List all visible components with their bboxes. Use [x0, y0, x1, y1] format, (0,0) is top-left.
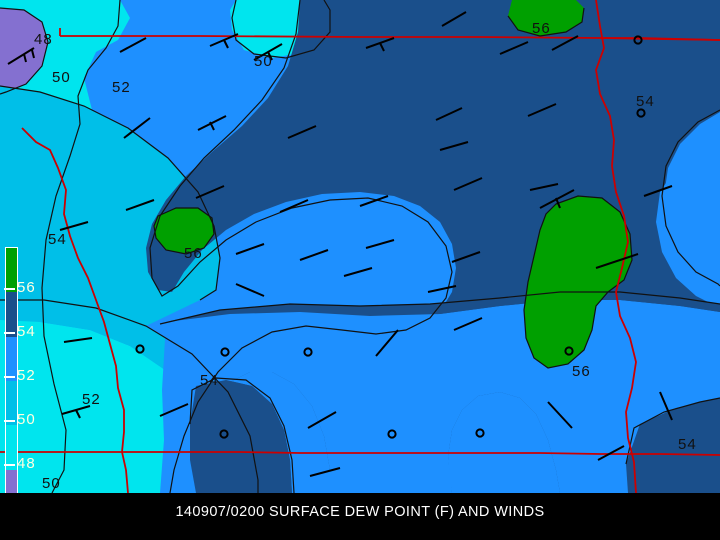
colorbar-band-52-54 — [6, 336, 17, 381]
contour-label: 48 — [34, 31, 53, 48]
wind-barb — [125, 199, 155, 211]
colorbar-label-56: 56 — [17, 279, 36, 296]
contour-label: 50 — [52, 69, 71, 86]
wind-barb — [441, 11, 467, 27]
wind-barb — [659, 391, 673, 421]
map-canvas[interactable]: 48 50 50 52 54 54 54 54 56 56 56 52 50 — [0, 0, 720, 493]
wind-barbs — [7, 11, 673, 477]
political-borders — [0, 0, 720, 493]
wind-barb — [235, 283, 265, 297]
station-markers — [135, 35, 646, 439]
wind-barb — [453, 317, 483, 331]
wind-barb — [197, 115, 227, 131]
contour-label: 52 — [82, 391, 101, 408]
wind-barb — [123, 117, 151, 139]
colorbar-tick-48 — [4, 464, 15, 466]
wind-barb — [343, 267, 373, 277]
wind-barb — [375, 329, 399, 357]
colorbar-band-54-56 — [6, 292, 17, 337]
wind-barb — [287, 125, 317, 139]
figure-caption: 140907/0200 SURFACE DEW POINT (F) AND WI… — [0, 493, 720, 540]
wind-barb — [209, 33, 239, 49]
station-marker — [387, 429, 397, 439]
contour-label: 54 — [678, 436, 697, 453]
colorbar-band-below-48 — [6, 469, 17, 495]
station-marker — [633, 35, 643, 45]
wind-barb — [451, 251, 481, 263]
contour-label: 52 — [112, 79, 131, 96]
colorbar-label-54: 54 — [17, 323, 36, 340]
contour-label: 56 — [532, 20, 551, 37]
wind-barb — [235, 243, 265, 255]
station-marker — [219, 429, 229, 439]
map-svg: 48 50 50 52 54 54 54 54 56 56 56 52 50 — [0, 0, 720, 493]
wind-barb — [359, 195, 389, 207]
wind-barb — [253, 43, 283, 61]
contour-label-group: 48 50 50 52 54 54 54 54 56 56 56 52 50 — [34, 20, 697, 492]
wind-barb — [529, 183, 559, 191]
contour-lines — [0, 0, 720, 493]
wind-barb — [309, 467, 341, 477]
contour-label: 56 — [572, 363, 591, 380]
wind-barb — [59, 221, 89, 231]
wind-barb — [365, 37, 395, 52]
band-52-54-right-intrusion — [664, 112, 720, 284]
colorbar-tick-56 — [4, 288, 15, 290]
colorbar-tick-54 — [4, 332, 15, 334]
colorbar-label-52: 52 — [17, 367, 36, 384]
wind-barb — [279, 199, 309, 213]
wind-barb — [7, 47, 35, 65]
wind-barb — [499, 41, 529, 55]
colorbar-band-above-56 — [6, 248, 17, 293]
contour-label: 54 — [200, 372, 219, 389]
contour-label: 54 — [636, 93, 655, 110]
band-above-56 — [154, 0, 632, 368]
station-marker — [564, 346, 574, 356]
wind-barb — [159, 403, 189, 417]
wind-barb — [195, 185, 225, 199]
contour-label: 50 — [254, 53, 273, 70]
colorbar[interactable] — [5, 247, 18, 495]
wind-barb — [453, 177, 483, 191]
wind-barb — [299, 249, 329, 261]
wind-barb — [61, 405, 91, 419]
wind-barb — [551, 35, 579, 51]
wind-barb — [597, 445, 625, 461]
contour-label: 56 — [184, 245, 203, 262]
colorbar-label-50: 50 — [17, 411, 36, 428]
colorbar-band-48-50 — [6, 425, 17, 470]
contour-label: 50 — [42, 475, 61, 492]
colorbar-label-48: 48 — [17, 455, 36, 472]
wind-barb — [439, 141, 469, 151]
colorbar-tick-52 — [4, 376, 15, 378]
wind-barb — [435, 107, 463, 121]
wind-barb — [595, 253, 639, 269]
wind-barb — [307, 411, 337, 429]
station-marker — [135, 344, 145, 354]
colorbar-tick-50 — [4, 420, 15, 422]
wind-barb — [547, 401, 573, 429]
wind-barb — [427, 285, 457, 293]
wind-barb — [527, 103, 557, 117]
colorbar-labels: 56 54 52 50 48 — [17, 247, 57, 495]
wind-barb — [539, 189, 575, 209]
station-marker — [220, 347, 230, 357]
contour-label: 54 — [48, 231, 67, 248]
station-marker — [303, 347, 313, 357]
station-marker — [636, 108, 646, 118]
wind-barb — [365, 239, 395, 249]
wind-barb — [119, 37, 147, 53]
station-marker — [475, 428, 485, 438]
wind-barb — [63, 337, 93, 343]
colorbar-band-50-52 — [6, 380, 17, 426]
wind-barb — [643, 185, 673, 197]
